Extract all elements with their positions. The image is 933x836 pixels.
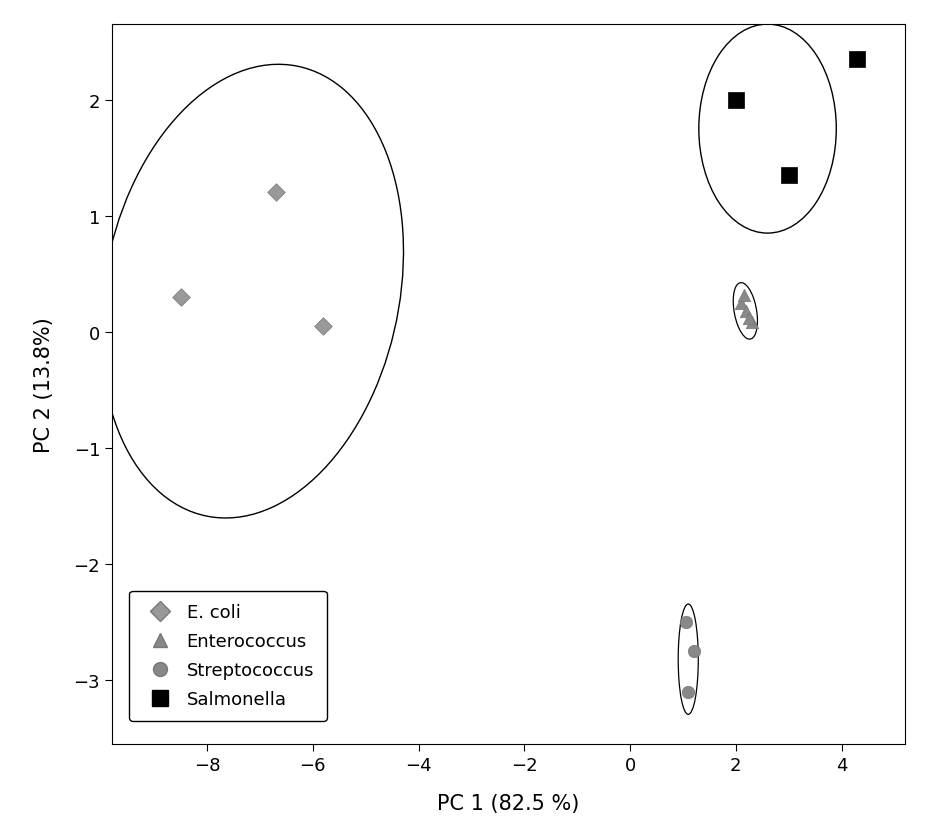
Point [850,54,865,67]
Point [269,186,284,200]
Legend: E. coli, Enterococcus, Streptococcus, Salmonella: E. coli, Enterococcus, Streptococcus, Sa… [129,591,327,721]
Point [678,615,693,629]
X-axis label: PC 1 (82.5 %): PC 1 (82.5 %) [438,793,579,813]
Point [736,288,751,302]
Point [745,316,759,329]
Point [681,686,696,699]
Point [739,305,754,319]
Point [742,312,757,325]
Point [729,94,744,107]
Point [686,645,701,658]
Point [316,320,331,334]
Point [174,291,188,304]
Point [781,169,796,182]
Point [733,297,748,310]
Y-axis label: PC 2 (13.8%): PC 2 (13.8%) [35,317,54,452]
